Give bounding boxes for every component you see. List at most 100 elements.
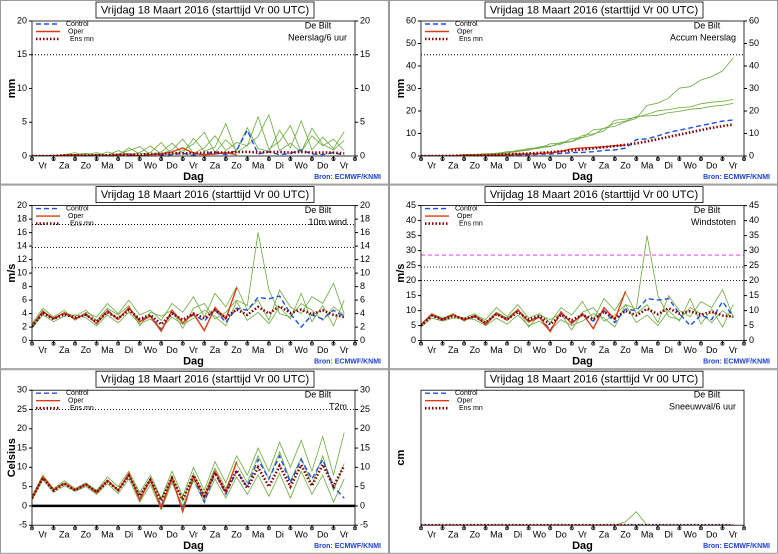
x-tick-glyph: [720, 526, 725, 531]
x-tick-glyph: [331, 157, 336, 161]
series-line: [32, 150, 345, 156]
y-tick-label: 20: [17, 15, 27, 25]
panel: Vrijdag 18 Maart 2016 (starttijd Vr 00 U…: [389, 184, 778, 370]
x-tick-label: Do: [706, 160, 718, 170]
x-tick-label: Za: [59, 530, 70, 540]
location: De Bilt: [305, 390, 332, 400]
x-tick-glyph: [591, 341, 596, 346]
source: Bron: ECMWF/KNMI: [703, 543, 770, 550]
plot-frame: [420, 20, 745, 157]
panel-border: [389, 369, 778, 554]
x-tick-label: Za: [210, 345, 221, 355]
x-tick-label: Zo: [470, 530, 481, 540]
title-box: [484, 186, 704, 204]
legend-label: Control: [66, 21, 89, 28]
series-line: [32, 461, 238, 515]
x-tick-label: Vr: [340, 530, 349, 540]
y-tick-label: 15: [406, 290, 416, 300]
x-tick-glyph: [655, 157, 660, 161]
y2-tick-label: 10: [360, 462, 370, 472]
plot-frame: [31, 389, 356, 526]
x-tick-glyph: [309, 341, 314, 346]
y2-tick-label: 25: [749, 260, 759, 270]
x-tick-label: Wo: [294, 345, 307, 355]
x-tick-glyph: [30, 157, 34, 161]
x-tick-label: Do: [317, 160, 329, 170]
y-tick-label: -5: [19, 520, 27, 530]
x-tick-glyph: [440, 526, 445, 531]
plot-lines: [32, 232, 345, 333]
x-tick-label: Ma: [252, 160, 265, 170]
y-tick-label: 10: [17, 462, 27, 472]
x-tick-glyph: [159, 341, 164, 346]
panel-border: [0, 369, 389, 554]
x-tick-glyph: [569, 157, 574, 161]
y2-tick-label: 10: [749, 305, 759, 315]
variable-label: 10m wind: [308, 217, 347, 227]
y-axis-label: cm: [395, 450, 407, 466]
x-tick-label: Do: [166, 345, 178, 355]
x-tick-label: Do: [166, 530, 178, 540]
x-tick-glyph: [720, 157, 725, 161]
y-tick-label: 20: [406, 275, 416, 285]
x-axis-label: Dag: [183, 356, 204, 368]
x-tick-glyph: [137, 526, 142, 531]
x-tick-label: Do: [555, 160, 567, 170]
x-tick-glyph: [331, 341, 336, 346]
series-line: [32, 454, 345, 512]
x-tick-glyph: [30, 341, 34, 346]
source: Bron: ECMWF/KNMI: [314, 543, 381, 550]
y2-tick-label: 2: [360, 321, 365, 331]
legend-label: Ens mn: [70, 36, 94, 43]
x-tick-label: Wo: [144, 160, 157, 170]
x-tick-label: Ma: [101, 345, 114, 355]
chart-title: Vrijdag 18 Maart 2016 (starttijd Vr 00 U…: [490, 4, 698, 16]
source: Bron: ECMWF/KNMI: [703, 174, 770, 181]
x-tick-label: Wo: [294, 160, 307, 170]
x-tick-glyph: [698, 341, 703, 346]
x-tick-glyph: [462, 157, 467, 161]
y-tick-label: 20: [17, 423, 27, 433]
panel: Vrijdag 18 Maart 2016 (starttijd Vr 00 U…: [389, 369, 778, 554]
y2-tick-label: 14: [360, 240, 370, 250]
x-tick-glyph: [462, 526, 467, 531]
x-tick-label: Di: [275, 160, 284, 170]
x-axis-label: Dag: [572, 540, 593, 552]
x-tick-label: Wo: [533, 530, 546, 540]
x-tick-glyph: [94, 341, 99, 346]
x-tick-label: Di: [275, 345, 284, 355]
x-axis-label: Dag: [572, 171, 593, 183]
x-tick-glyph: [288, 157, 293, 161]
variable-label: Neerslag/6 uur: [288, 32, 347, 42]
x-tick-glyph: [677, 526, 682, 531]
y2-tick-label: 8: [360, 281, 365, 291]
y-tick-label: 5: [411, 320, 416, 330]
x-axis-label: Dag: [183, 171, 204, 183]
x-tick-label: Vr: [729, 160, 738, 170]
x-tick-glyph: [419, 157, 423, 161]
x-tick-glyph: [180, 341, 185, 346]
y-tick-label: 0: [22, 335, 27, 345]
x-tick-glyph: [677, 157, 682, 161]
legend-label: Oper: [457, 213, 473, 220]
x-tick-label: Wo: [683, 345, 696, 355]
source: Bron: ECMWF/KNMI: [314, 358, 381, 365]
x-tick-glyph: [353, 157, 357, 161]
y-tick-label: 2: [22, 321, 27, 331]
y-tick-label: 30: [406, 83, 416, 93]
y2-tick-label: 4: [360, 308, 365, 318]
x-tick-label: Wo: [683, 530, 696, 540]
x-tick-glyph: [505, 157, 510, 161]
x-tick-label: Zo: [620, 160, 631, 170]
legend-label: Ens mn: [459, 220, 483, 227]
y2-tick-label: 20: [360, 15, 370, 25]
panel: Vrijdag 18 Maart 2016 (starttijd Vr 00 U…: [0, 184, 389, 370]
panel-border: [389, 184, 778, 370]
x-tick-glyph: [612, 341, 617, 346]
title-box: [484, 370, 704, 388]
title-box: [95, 370, 315, 388]
x-tick-glyph: [548, 526, 553, 531]
x-axis-label: Dag: [572, 356, 593, 368]
x-tick-label: Vr: [578, 530, 587, 540]
x-tick-glyph: [569, 526, 574, 531]
